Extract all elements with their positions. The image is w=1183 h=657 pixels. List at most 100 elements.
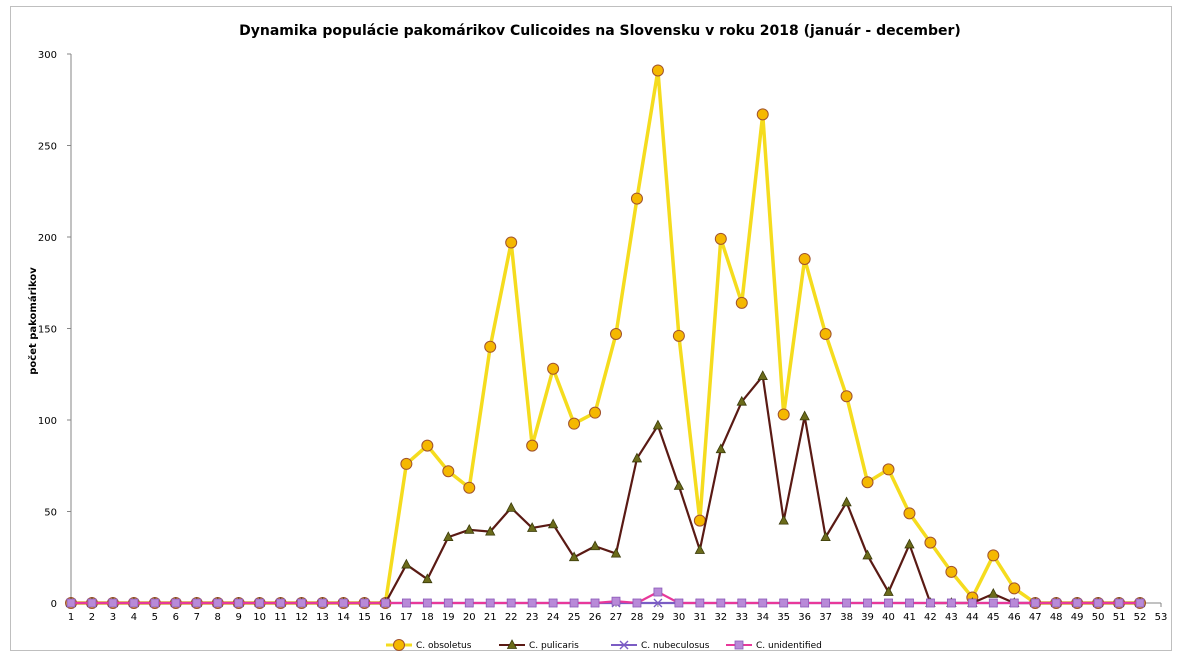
data-point	[1009, 598, 1019, 608]
x-tick-label: 14	[337, 612, 350, 623]
x-tick-label: 4	[131, 612, 137, 623]
x-tick-label: 8	[215, 612, 221, 623]
data-point	[819, 327, 832, 340]
data-point	[988, 598, 998, 608]
y-tick-label: 50	[44, 508, 57, 519]
x-tick-label: 29	[652, 612, 665, 623]
data-point	[400, 457, 413, 470]
data-point	[234, 598, 244, 608]
x-tick-label: 39	[861, 612, 874, 623]
data-point	[87, 598, 97, 608]
data-point	[464, 598, 474, 608]
data-point	[485, 598, 495, 608]
data-point	[527, 598, 537, 608]
data-point	[526, 439, 539, 452]
x-tick-label: 42	[924, 612, 937, 623]
legend-label: C. pulicaris	[529, 641, 579, 651]
data-point	[422, 573, 433, 584]
y-axis: 0 50 100 150 200 250 300	[38, 50, 72, 610]
x-tick-label: 13	[316, 612, 329, 623]
series-line	[71, 374, 1141, 605]
data-point	[800, 598, 810, 608]
data-point	[611, 596, 621, 606]
legend-swatch-marker	[393, 639, 405, 651]
marker-stroke	[653, 598, 663, 608]
data-point	[547, 362, 560, 375]
data-point	[884, 598, 893, 608]
data-point	[863, 598, 872, 608]
plot-area	[65, 64, 1147, 609]
x-tick-label: 6	[173, 612, 179, 623]
x-tick-label: 18	[421, 612, 434, 623]
data-point	[945, 565, 958, 578]
data-point	[339, 598, 348, 608]
series-line	[71, 590, 1141, 605]
x-tick-label: 47	[1029, 612, 1042, 623]
x-tick-label: 32	[714, 612, 727, 623]
x-tick-label: 37	[819, 612, 832, 623]
data-point	[547, 518, 559, 529]
data-point	[150, 598, 160, 608]
data-point	[674, 598, 684, 608]
data-point	[632, 598, 642, 608]
legend-item: C. pulicaris	[499, 639, 579, 651]
data-point	[821, 598, 831, 608]
x-tick-label: 24	[547, 612, 560, 623]
data-point	[651, 64, 664, 77]
data-point	[840, 390, 853, 403]
data-point	[905, 598, 914, 608]
series-c-obsoletus	[65, 64, 1147, 609]
legend-swatch-marker	[734, 640, 744, 650]
data-point	[443, 598, 453, 608]
data-point	[463, 481, 476, 494]
data-point	[1093, 598, 1103, 608]
x-tick-label: 43	[945, 612, 958, 623]
data-point	[1030, 598, 1040, 608]
data-point	[381, 598, 390, 608]
data-point	[673, 480, 685, 490]
data-point	[653, 598, 663, 608]
x-tick-label: 11	[274, 612, 287, 623]
data-point	[714, 232, 727, 245]
data-point	[778, 514, 789, 525]
y-tick-label: 0	[51, 599, 57, 610]
data-point	[842, 598, 851, 608]
data-point	[988, 587, 999, 598]
x-tick-label: 26	[589, 612, 602, 623]
data-point	[904, 538, 915, 549]
data-point	[883, 586, 894, 596]
data-point	[276, 598, 286, 608]
data-point	[820, 531, 831, 542]
data-point	[693, 514, 706, 527]
x-tick-label: 48	[1050, 612, 1063, 623]
data-point	[672, 329, 685, 342]
data-point	[442, 465, 455, 478]
data-point	[421, 439, 434, 452]
x-tick-label: 50	[1092, 612, 1105, 623]
y-axis-label: počet pakomárikov	[27, 267, 39, 375]
legend-label: C. obsoletus	[416, 641, 472, 651]
data-point	[715, 443, 726, 454]
data-point	[590, 598, 600, 608]
data-point	[506, 598, 516, 608]
data-point	[192, 598, 202, 608]
data-point	[526, 522, 538, 532]
data-point	[108, 598, 118, 608]
x-tick-label: 34	[756, 612, 769, 623]
data-point	[589, 540, 601, 551]
legend-item: C. nubeculosus	[611, 640, 710, 651]
x-tick-label: 45	[987, 612, 1000, 623]
data-point	[967, 598, 977, 608]
series-line	[71, 68, 1141, 605]
data-point	[903, 507, 916, 520]
data-point	[757, 370, 768, 380]
x-tick-label: 27	[610, 612, 623, 623]
data-point	[610, 547, 622, 558]
data-point	[694, 544, 706, 554]
data-point	[653, 587, 663, 597]
y-tick-label: 200	[38, 233, 57, 244]
x-tick-label: 28	[631, 612, 644, 623]
data-point	[695, 598, 705, 608]
line-chart: Dynamika populácie pakomárikov Culicoide…	[27, 23, 1167, 651]
legend-item: C. obsoletus	[386, 639, 472, 651]
